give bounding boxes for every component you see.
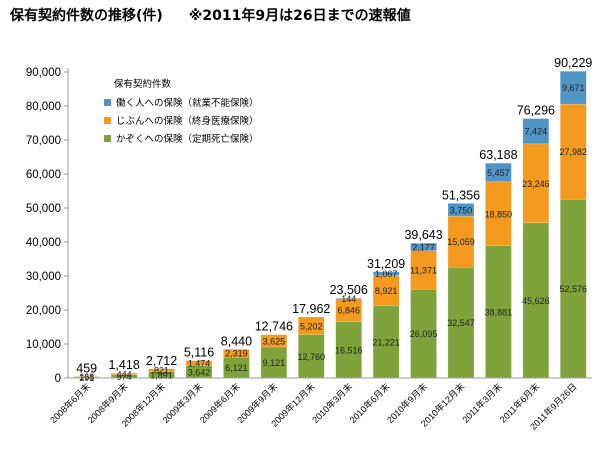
total-label: 39,643 xyxy=(404,228,442,242)
bar-segment xyxy=(485,245,512,379)
legend-swatch xyxy=(104,117,111,124)
bar-segment xyxy=(73,376,100,378)
segment-label: 2,177 xyxy=(412,242,435,252)
segment-label: 26,095 xyxy=(410,329,438,339)
segment-label: 27,982 xyxy=(560,147,588,157)
bar-segment xyxy=(372,275,400,307)
legend-label: かぞくへの保険（定期死亡保険） xyxy=(116,133,259,145)
bar-segment xyxy=(522,118,550,145)
legend-swatch xyxy=(104,135,111,142)
bar-segment xyxy=(298,316,325,335)
segment-label: 2,319 xyxy=(225,349,248,359)
total-label: 76,296 xyxy=(517,104,555,118)
total-label: 12,746 xyxy=(255,320,293,334)
bar-segment xyxy=(485,162,512,182)
bar-segment xyxy=(148,368,175,372)
segment-label: 7,424 xyxy=(525,127,548,137)
page-title: 保有契約件数の推移(件) ※2011年9月は26日までの速報値 xyxy=(10,5,411,25)
bar-segment xyxy=(447,203,475,217)
y-tick-label: 10,000 xyxy=(26,339,61,351)
total-label: 63,188 xyxy=(479,148,517,162)
bar-segment xyxy=(260,334,288,348)
bar-segment xyxy=(485,181,512,247)
segment-label: 3,625 xyxy=(263,336,286,346)
segment-label: 9,121 xyxy=(263,358,286,368)
bar-segment xyxy=(560,198,587,379)
segment-label: 38,881 xyxy=(485,307,513,317)
segment-label: 3,642 xyxy=(188,367,211,377)
segment-label: 3,750 xyxy=(450,205,473,215)
y-tick-label: 20,000 xyxy=(26,305,61,317)
segment-label: 21,221 xyxy=(372,337,400,347)
legend-label: 働く人への保険（就業不能保険） xyxy=(116,97,259,109)
segment-label: 12,760 xyxy=(298,352,326,362)
segment-label: 1,891 xyxy=(150,370,173,380)
y-tick-label: 90,000 xyxy=(26,67,61,79)
legend-label: じぶんへの保険（終身医療保険） xyxy=(116,115,259,127)
bar-segment xyxy=(335,297,362,299)
total-label: 31,209 xyxy=(367,257,405,271)
total-label: 1,418 xyxy=(109,358,140,372)
segment-label: 1,067 xyxy=(375,269,398,279)
y-tick-label: 40,000 xyxy=(26,237,61,249)
segment-label: 52,576 xyxy=(560,284,588,294)
total-label: 17,962 xyxy=(292,302,330,316)
bar-segment xyxy=(185,360,213,366)
segment-label: 8,921 xyxy=(375,286,398,296)
bar-segment xyxy=(110,372,138,375)
segment-label: 11,371 xyxy=(410,265,437,275)
bar-segment xyxy=(260,346,288,379)
segment-label: 1,474 xyxy=(188,359,211,369)
segment-label: 6,121 xyxy=(225,363,248,373)
total-label: 51,356 xyxy=(442,188,480,202)
bar-segment xyxy=(410,242,437,251)
segment-label: 16,516 xyxy=(335,345,363,355)
total-label: 459 xyxy=(76,361,97,375)
segment-label: 5,202 xyxy=(300,321,323,331)
legend-title: 保有契約件数 xyxy=(114,78,172,90)
bars: 2911684599744441,4181,8918212,7123,6421,… xyxy=(73,56,592,383)
total-label: 90,229 xyxy=(554,56,592,70)
total-label: 8,440 xyxy=(221,334,252,348)
segment-label: 9,671 xyxy=(562,83,585,93)
bar-segment xyxy=(522,143,550,224)
segment-label: 23,246 xyxy=(522,179,550,189)
bar-segment xyxy=(335,321,362,379)
bar-segment xyxy=(298,334,325,379)
segment-label: 291 xyxy=(79,373,94,383)
segment-label: 45,626 xyxy=(522,296,550,306)
segment-label: 444 xyxy=(117,369,132,379)
y-tick-label: 0 xyxy=(55,373,61,385)
y-tick-label: 50,000 xyxy=(26,203,61,215)
bar-segment xyxy=(522,222,550,379)
segment-label: 32,547 xyxy=(447,318,475,328)
segment-label: 18,850 xyxy=(485,209,513,219)
y-tick-label: 70,000 xyxy=(26,135,61,147)
total-label: 2,712 xyxy=(146,354,177,368)
segment-label: 974 xyxy=(117,372,132,382)
y-tick-label: 60,000 xyxy=(26,169,61,181)
segment-label: 6,846 xyxy=(337,306,360,316)
segment-label: 821 xyxy=(154,366,169,376)
chart-title: 保有契約件数の推移(件) xyxy=(10,8,163,24)
legend-swatch xyxy=(104,99,111,106)
total-label: 23,506 xyxy=(330,283,368,297)
bar-segment xyxy=(410,250,437,290)
segment-label: 144 xyxy=(341,294,356,304)
total-label: 5,116 xyxy=(184,346,214,360)
bar-segment xyxy=(372,271,400,276)
bar-segment xyxy=(223,349,250,358)
segment-label: 5,457 xyxy=(487,168,510,178)
segment-label: 15,059 xyxy=(447,237,475,247)
bar-segment xyxy=(560,70,587,105)
y-tick-label: 30,000 xyxy=(26,271,61,283)
y-tick-label: 80,000 xyxy=(26,101,61,113)
bar-segment xyxy=(410,289,437,379)
chart-note: ※2011年9月は26日までの速報値 xyxy=(188,8,411,24)
segment-label: 168 xyxy=(79,372,94,382)
